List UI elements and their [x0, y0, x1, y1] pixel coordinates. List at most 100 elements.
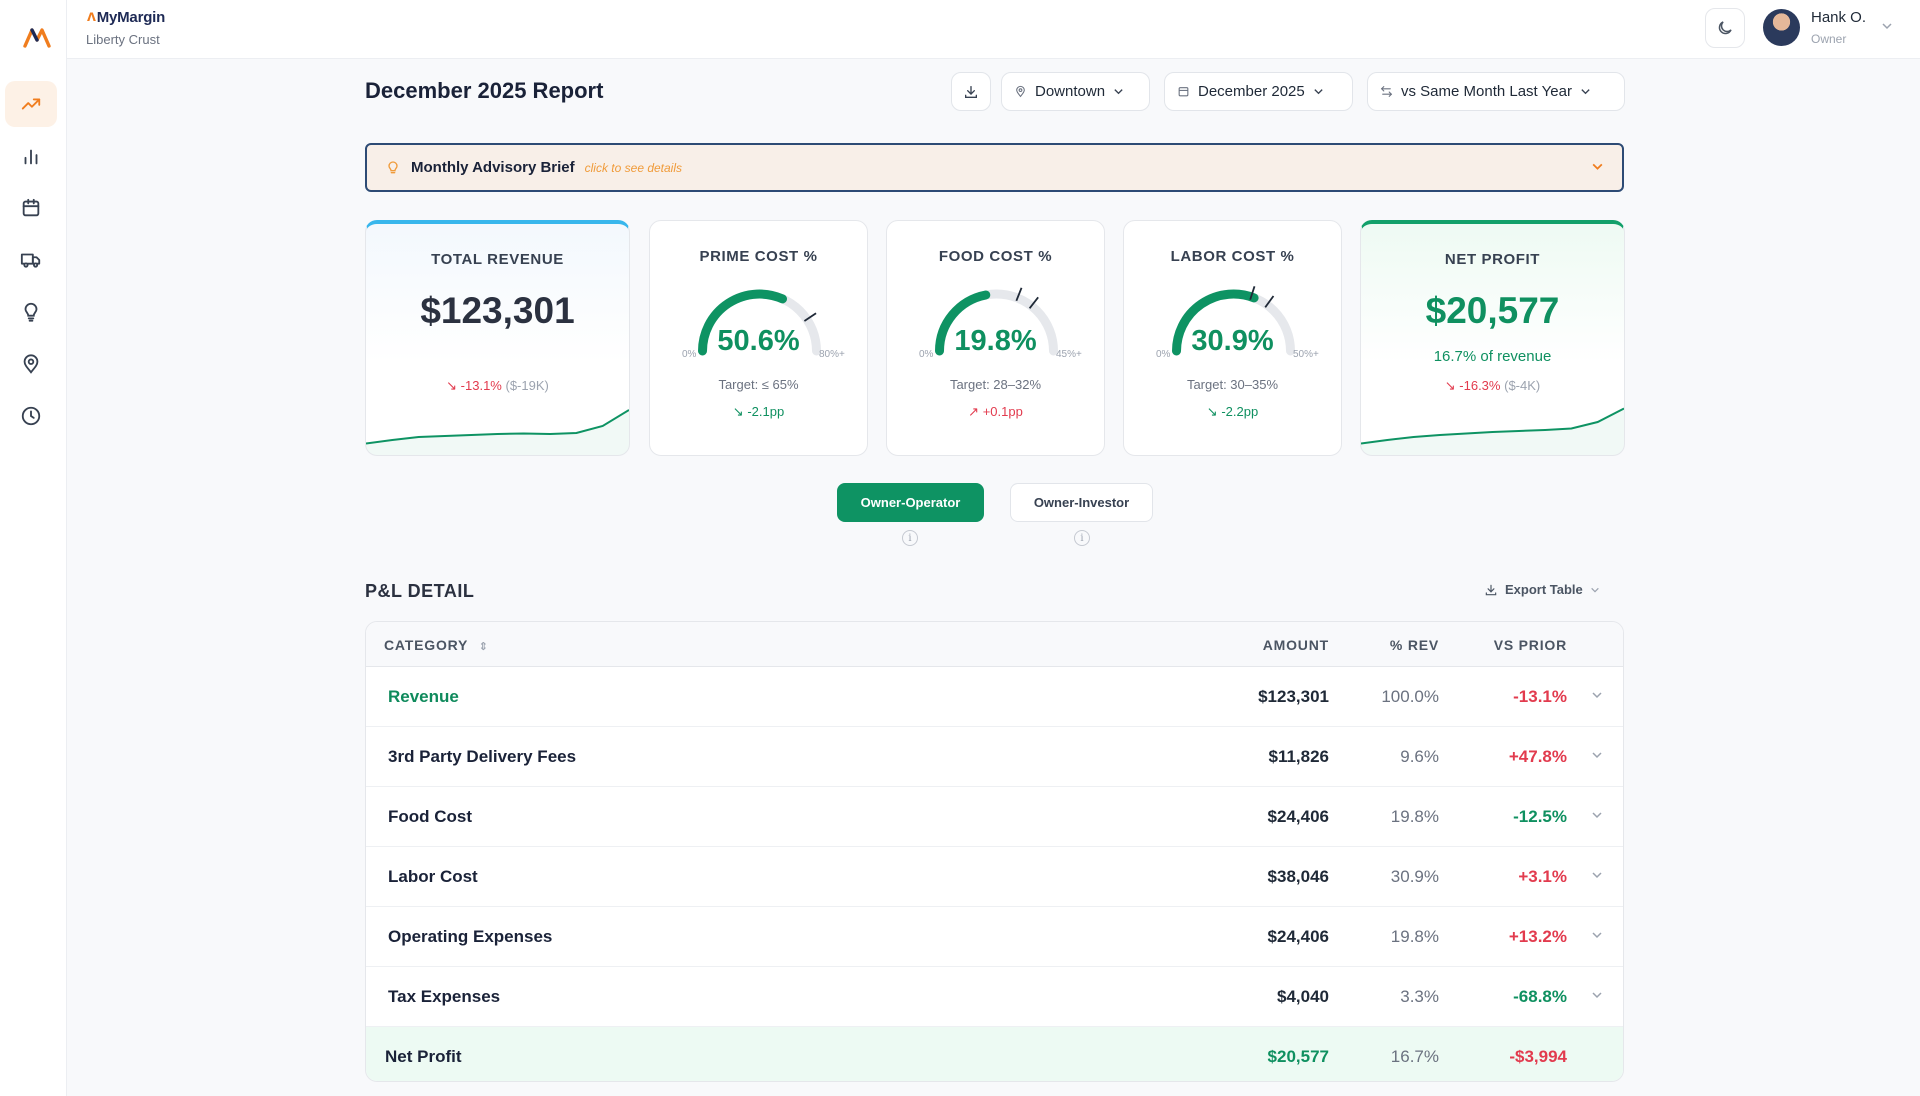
expand-chevron-icon[interactable]: [1591, 809, 1603, 821]
column-header-amount: AMOUNT: [1262, 637, 1329, 653]
column-header-category[interactable]: CATEGORY ⇕: [384, 637, 489, 653]
kpi-value: 50.6%: [717, 325, 800, 357]
table-header: CATEGORY ⇕ AMOUNT % REV VS PRIOR: [366, 622, 1623, 667]
advisory-hint: click to see details: [584, 160, 683, 175]
row-category: 3rd Party Delivery Fees: [388, 747, 577, 766]
info-icon[interactable]: i: [902, 530, 918, 546]
row-category: Food Cost: [388, 807, 473, 826]
map-pin-icon: [23, 354, 39, 374]
expand-chevron-icon[interactable]: [1591, 689, 1603, 701]
truck-icon: [20, 253, 41, 268]
gauge-max-label: 50%+: [1293, 349, 1319, 360]
row-vs-prior: +47.8%: [1508, 747, 1567, 766]
kpi-card-labor-cost[interactable]: LABOR COST % 30.9% 0% 50%+ Target: 30–35…: [1123, 220, 1342, 456]
table-row[interactable]: Tax Expenses $4,040 3.3% -68.8%: [366, 967, 1623, 1027]
sparkline-line: [1361, 407, 1624, 445]
trend-down-icon: ↘: [446, 378, 458, 393]
comparison-value: vs Same Month Last Year: [1401, 83, 1572, 100]
period-select[interactable]: December 2025: [1164, 72, 1353, 111]
view-owner-operator-button[interactable]: Owner-Operator: [837, 483, 984, 522]
table-row[interactable]: Operating Expenses $24,406 19.8% +13.2%: [366, 907, 1623, 967]
swap-icon: [1380, 86, 1393, 97]
table-row[interactable]: Labor Cost $38,046 30.9% +3.1%: [366, 847, 1623, 907]
brand-logo[interactable]: ʌ MyMargin: [87, 8, 165, 26]
sparkline-area: [366, 410, 629, 455]
row-vs-prior: -12.5%: [1513, 807, 1567, 826]
location-select[interactable]: Downtown: [1001, 72, 1150, 111]
expand-chevron-icon[interactable]: [1591, 989, 1603, 1001]
kpi-card-food-cost[interactable]: FOOD COST % 19.8% 0% 45%+ Target: 28–32%…: [886, 220, 1105, 456]
row-pct-rev: 100.0%: [1381, 687, 1439, 706]
sparkline-line: [366, 409, 629, 445]
avatar[interactable]: [1763, 9, 1800, 46]
kpi-card-revenue[interactable]: TOTAL REVENUE $123,301 ↘ -13.1% ($-19K): [365, 220, 630, 456]
gauge-max-label: 45%+: [1056, 349, 1082, 360]
sidebar-item-insights[interactable]: [5, 289, 57, 335]
row-amount: $24,406: [1267, 807, 1329, 826]
calendar-icon: [22, 198, 40, 217]
app-logo-icon[interactable]: [22, 22, 52, 52]
kpi-delta-abs: ($-4K): [1504, 378, 1541, 393]
expand-chevron-icon[interactable]: [1591, 749, 1603, 761]
column-label: CATEGORY: [384, 637, 468, 653]
table-row[interactable]: Food Cost $24,406 19.8% -12.5%: [366, 787, 1623, 847]
sidebar-item-analytics[interactable]: [5, 133, 57, 179]
kpi-target: Target: 30–35%: [1186, 377, 1279, 392]
row-vs-prior: +3.1%: [1518, 867, 1567, 886]
kpi-value: $20,577: [1425, 290, 1560, 331]
sidebar-item-trends[interactable]: [5, 81, 57, 127]
row-amount: $123,301: [1258, 687, 1329, 706]
kpi-target: Target: 28–32%: [949, 377, 1042, 392]
sidebar-item-calendar[interactable]: [5, 185, 57, 231]
view-owner-investor-button[interactable]: Owner-Investor: [1010, 483, 1153, 522]
chevron-down-icon[interactable]: [1881, 20, 1893, 32]
moon-icon: [1718, 21, 1732, 35]
user-role: Owner: [1811, 32, 1847, 46]
table-row[interactable]: 3rd Party Delivery Fees $11,826 9.6% +47…: [366, 727, 1623, 787]
sidebar-item-locations[interactable]: [5, 341, 57, 387]
user-name[interactable]: Hank O.: [1811, 9, 1867, 26]
theme-toggle-button[interactable]: [1705, 8, 1745, 48]
kpi-target: Target: ≤ 65%: [718, 377, 799, 392]
row-amount: $4,040: [1277, 987, 1329, 1006]
lightbulb-icon: [388, 160, 398, 173]
expand-chevron-icon[interactable]: [1591, 929, 1603, 941]
lightbulb-icon: [24, 302, 38, 322]
total-pct-rev: 16.7%: [1390, 1047, 1439, 1066]
kpi-delta: ↘ -16.3% ($-4K): [1361, 378, 1624, 394]
kpi-card-prime-cost[interactable]: PRIME COST % 50.6% 0% 80%+ Target: ≤ 65%…: [649, 220, 868, 456]
row-category: Operating Expenses: [388, 927, 553, 946]
advisory-title: Monthly Advisory Brief: [411, 159, 575, 176]
sidebar-item-deliveries[interactable]: [5, 237, 57, 283]
comparison-select[interactable]: vs Same Month Last Year: [1367, 72, 1625, 111]
table-row[interactable]: Revenue $123,301 100.0% -13.1%: [366, 667, 1623, 727]
kpi-card-net-profit[interactable]: NET PROFIT $20,577 16.7% of revenue ↘ -1…: [1360, 220, 1625, 456]
export-label: Export Table: [1505, 582, 1583, 597]
labor-cost-gauge: [1172, 286, 1295, 356]
chevron-down-icon: [1314, 89, 1323, 95]
sparkline-area: [1361, 408, 1624, 455]
trend-up-icon: ↗: [968, 404, 980, 419]
info-icon[interactable]: i: [1074, 530, 1090, 546]
gauge-target-tick: [1028, 296, 1039, 309]
kpi-subtext: 16.7% of revenue: [1433, 348, 1552, 365]
export-table-button[interactable]: Export Table: [1484, 582, 1600, 597]
table-row-total: Net Profit $20,577 16.7% -$3,994: [366, 1027, 1623, 1081]
kpi-delta: ↘ -13.1% ($-19K): [366, 378, 629, 394]
gauge-target-tick: [803, 312, 817, 322]
food-cost-gauge: [935, 287, 1058, 356]
net-profit-sparkline: [1361, 407, 1624, 455]
download-button[interactable]: [951, 72, 991, 111]
kpi-delta: ↘ -2.2pp: [1124, 404, 1341, 420]
period-value: December 2025: [1198, 83, 1305, 100]
sidebar-item-history[interactable]: [5, 393, 57, 439]
advisory-brief-banner[interactable]: Monthly Advisory Brief click to see deta…: [365, 143, 1624, 192]
page-title: December 2025 Report: [365, 78, 604, 103]
pl-section-title: P&L DETAIL: [365, 581, 475, 601]
gauge-min-label: 0%: [919, 349, 934, 360]
kpi-value: 30.9%: [1191, 325, 1274, 357]
kpi-delta-value: +0.1pp: [982, 404, 1023, 419]
row-pct-rev: 3.3%: [1400, 987, 1439, 1006]
row-vs-prior: -68.8%: [1513, 987, 1567, 1006]
expand-chevron-icon[interactable]: [1591, 869, 1603, 881]
